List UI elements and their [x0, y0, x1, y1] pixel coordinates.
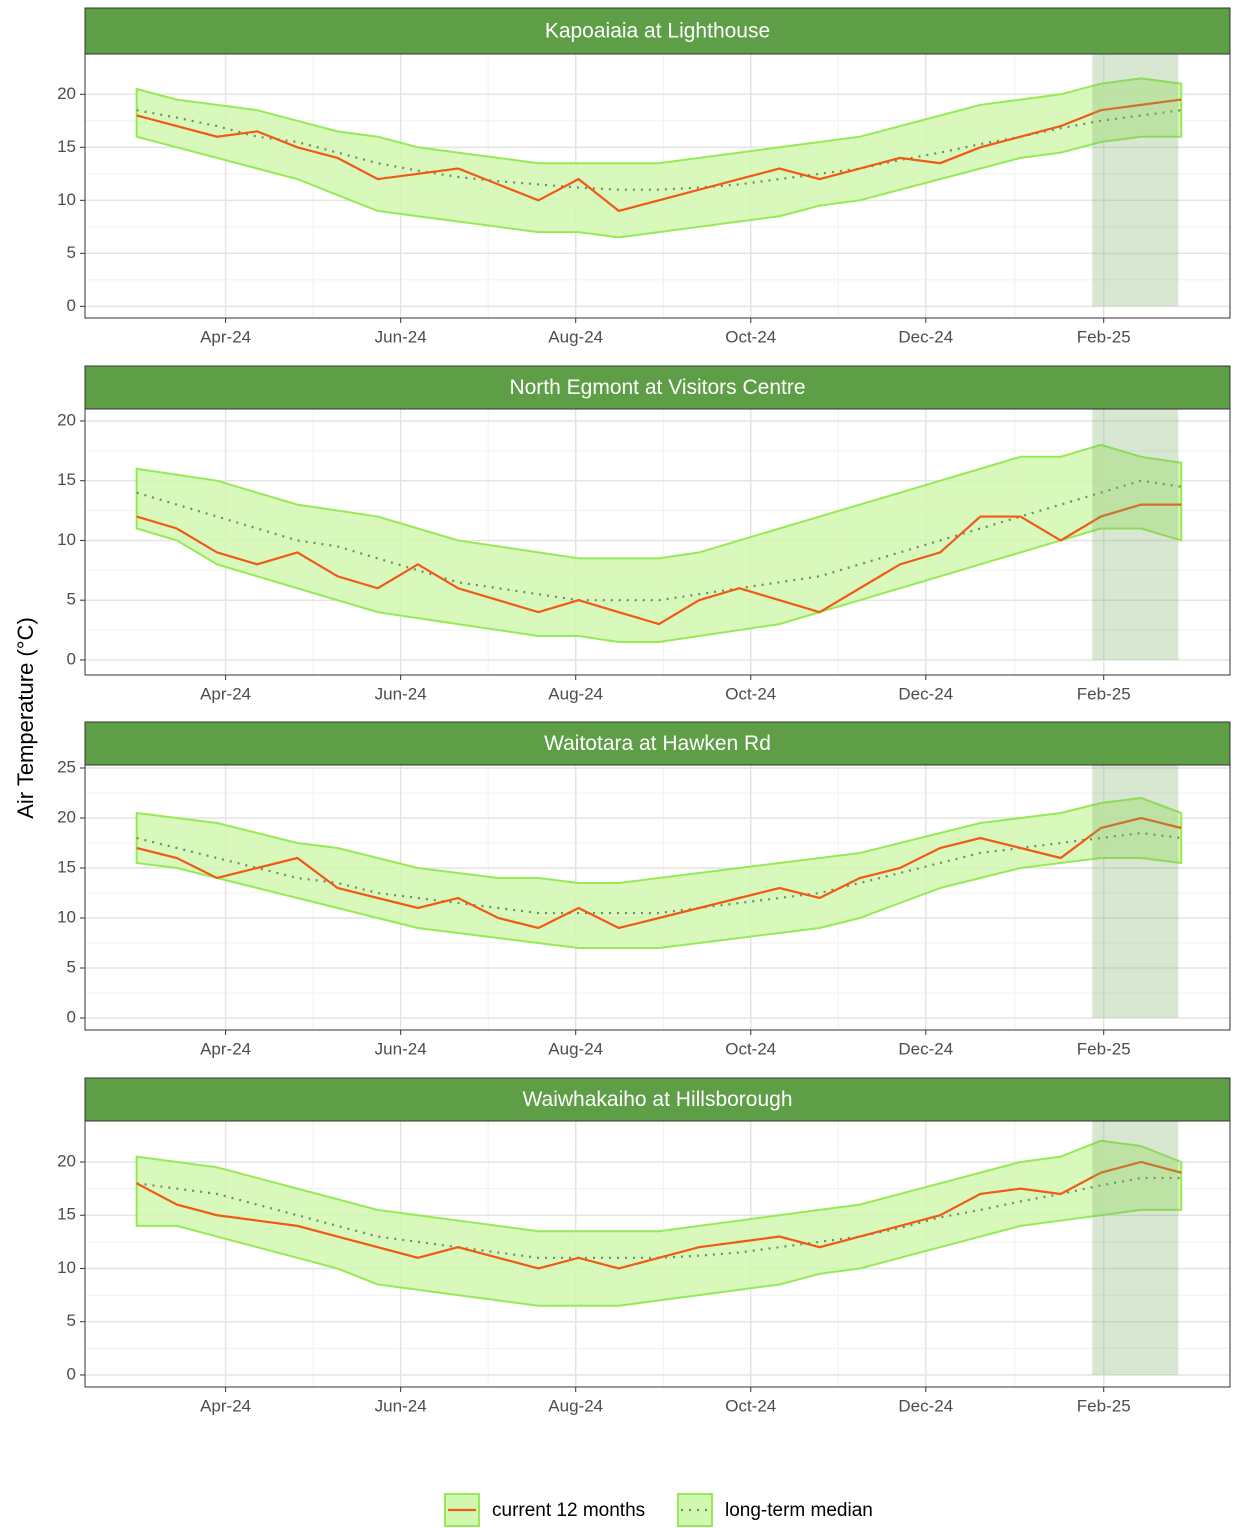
facet-title: North Egmont at Visitors Centre [509, 376, 805, 399]
x-tick-label: Aug-24 [548, 1396, 603, 1415]
y-tick-label: 15 [57, 137, 76, 156]
y-tick-label: 5 [67, 243, 76, 262]
x-tick-label: Dec-24 [898, 1396, 953, 1415]
x-tick-label: Feb-25 [1077, 684, 1131, 703]
x-tick-label: Apr-24 [200, 1039, 251, 1058]
current-line [136, 816, 1182, 930]
y-tick-label: 5 [67, 590, 76, 609]
x-tick-label: Oct-24 [725, 1396, 776, 1415]
highlight-span [1092, 54, 1179, 307]
x-tick-label: Apr-24 [200, 327, 251, 346]
facet-title: Waiwhakaiho at Hillsborough [522, 1088, 792, 1111]
y-tick-label: 5 [67, 1311, 76, 1330]
range-band [135, 1139, 1183, 1307]
x-tick-label: Feb-25 [1077, 327, 1131, 346]
x-tick-label: Dec-24 [898, 684, 953, 703]
facet: North Egmont at Visitors Centre 0 5 10 15 20 A… [57, 365, 1231, 703]
y-tick-label: 15 [57, 1205, 76, 1224]
x-tick-label: Apr-24 [200, 684, 251, 703]
x-tick-label: Dec-24 [898, 327, 953, 346]
current-line [136, 503, 1182, 626]
range-band [135, 796, 1183, 949]
y-tick-label: 5 [67, 957, 76, 976]
x-tick-label: Feb-25 [1077, 1039, 1131, 1058]
plot-border [84, 53, 1231, 319]
y-tick-label: 0 [67, 649, 76, 668]
y-tick-label: 20 [57, 1151, 76, 1170]
y-tick-label: 0 [67, 1364, 76, 1383]
facet-strip [84, 365, 1231, 410]
x-tick-label: Aug-24 [548, 1039, 603, 1058]
y-tick-label: 0 [67, 1007, 76, 1026]
plot-border [84, 408, 1231, 676]
facet-strip [84, 7, 1231, 55]
median-line [136, 831, 1182, 915]
legend: current 12 months long-term median [444, 1493, 873, 1527]
x-tick-label: Oct-24 [725, 1039, 776, 1058]
y-tick-label: 0 [67, 296, 76, 315]
y-tick-label: 10 [57, 530, 76, 549]
x-tick-label: Oct-24 [725, 327, 776, 346]
legend-label: long-term median [725, 1500, 873, 1521]
plot-border [84, 764, 1231, 1031]
y-axis-label: Air Temperature (°C) [13, 617, 38, 819]
y-tick-label: 20 [57, 410, 76, 429]
range-band [135, 443, 1183, 644]
facet-strip [84, 721, 1231, 766]
facet: Kapoaiaia at Lighthouse 0 5 10 15 20 Apr-24 Jun… [57, 7, 1231, 346]
x-tick-label: Dec-24 [898, 1039, 953, 1058]
current-line [136, 1160, 1182, 1270]
range-band [135, 77, 1183, 239]
y-tick-label: 15 [57, 470, 76, 489]
x-tick-label: Jun-24 [375, 1039, 427, 1058]
facet-title: Waitotara at Hawken Rd [544, 732, 771, 755]
x-tick-label: Jun-24 [375, 684, 427, 703]
x-tick-label: Aug-24 [548, 327, 603, 346]
highlight-span [1092, 409, 1179, 660]
x-tick-label: Jun-24 [375, 1396, 427, 1415]
y-tick-label: 10 [57, 190, 76, 209]
x-tick-label: Jun-24 [375, 327, 427, 346]
facet-strip [84, 1077, 1231, 1122]
legend-label: current 12 months [492, 1500, 645, 1521]
median-line [136, 109, 1182, 191]
x-tick-label: Aug-24 [548, 684, 603, 703]
y-tick-label: 10 [57, 907, 76, 926]
y-tick-label: 10 [57, 1258, 76, 1277]
x-tick-label: Oct-24 [725, 684, 776, 703]
facet-title: Kapoaiaia at Lighthouse [545, 20, 770, 43]
y-tick-label: 20 [57, 84, 76, 103]
y-tick-label: 25 [57, 757, 76, 776]
highlight-span [1092, 765, 1179, 1018]
current-line [136, 98, 1182, 213]
y-tick-label: 15 [57, 857, 76, 876]
median-line [136, 479, 1182, 602]
y-tick-label: 20 [57, 807, 76, 826]
x-tick-label: Apr-24 [200, 1396, 251, 1415]
x-tick-label: Feb-25 [1077, 1396, 1131, 1415]
facet: Waitotara at Hawken Rd 0 5 10 15 20 25 Apr-24 Ju… [57, 721, 1231, 1058]
highlight-span [1092, 1121, 1179, 1375]
facet: Waiwhakaiho at Hillsborough 0 5 10 15 20 Apr-2… [57, 1077, 1231, 1415]
plot-border [84, 1120, 1231, 1388]
